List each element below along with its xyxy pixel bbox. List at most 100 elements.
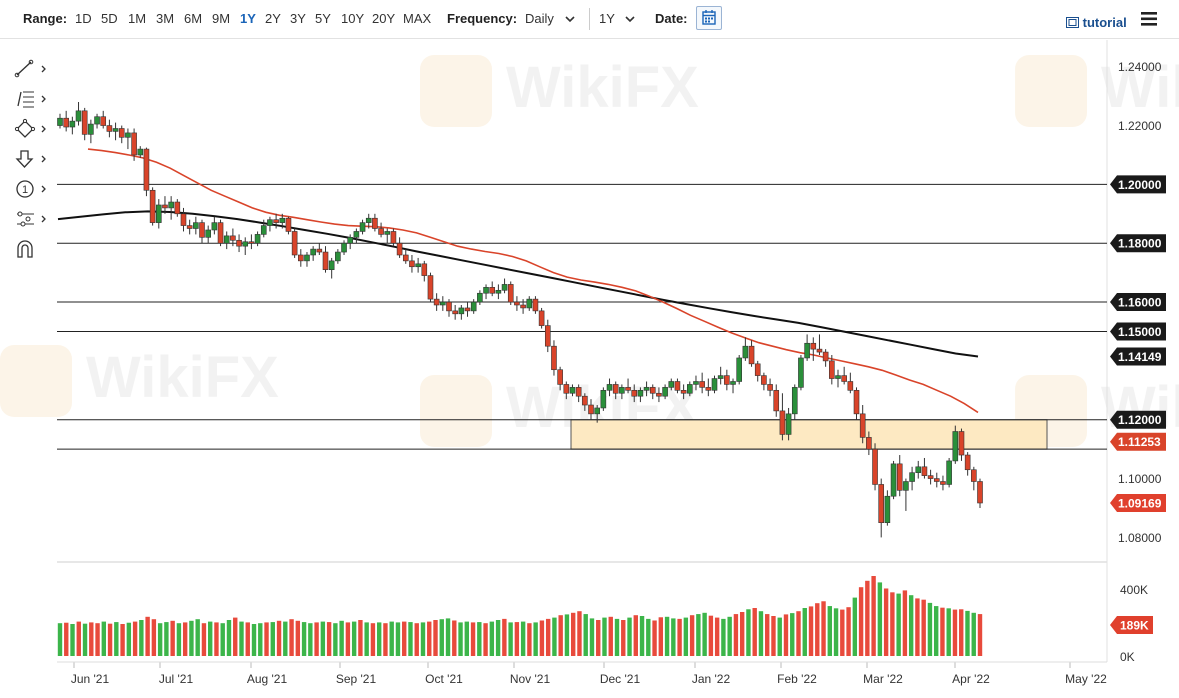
candle-body: [452, 310, 458, 315]
candlestick: [538, 307, 545, 329]
volume-bar: [308, 623, 313, 656]
range-10y-button[interactable]: 10Y: [341, 11, 365, 26]
candle-body: [236, 239, 242, 247]
volume-bar: [132, 621, 138, 656]
magnet-icon: [17, 240, 33, 258]
volume-bar: [858, 587, 864, 656]
volume-bar: [558, 615, 563, 656]
candlestick: [915, 460, 922, 479]
period-select[interactable]: 1Y: [599, 11, 615, 26]
volume-bar: [614, 618, 620, 656]
candlestick: [946, 457, 952, 488]
range-1y-button[interactable]: 1Y: [240, 11, 256, 26]
candlestick: [69, 116, 76, 135]
volume-bar: [502, 618, 507, 656]
shapes-tool[interactable]: [14, 118, 48, 140]
calendar-icon: [702, 10, 716, 25]
chevron-down-icon[interactable]: [625, 16, 635, 23]
volume-bar: [552, 617, 557, 656]
candle-body: [625, 387, 631, 391]
candle-body: [464, 307, 471, 312]
fib-tool[interactable]: [14, 88, 48, 110]
y-tick-label: 1.24000: [1118, 60, 1162, 74]
range-20y-button[interactable]: 20Y: [372, 11, 396, 26]
range-2y-button[interactable]: 2Y: [265, 11, 281, 26]
range-max-button[interactable]: MAX: [403, 11, 432, 26]
volume-bar: [570, 612, 576, 656]
candle-body: [748, 345, 755, 365]
candle-body: [495, 289, 502, 294]
candle-body: [149, 189, 156, 223]
range-1m-button[interactable]: 1M: [128, 11, 147, 26]
candlestick: [199, 219, 205, 244]
candle-body: [427, 275, 434, 300]
range-1d-button[interactable]: 1D: [75, 11, 92, 26]
range-3m-button[interactable]: 3M: [156, 11, 175, 26]
candle-body: [217, 222, 224, 244]
volume-bar: [846, 607, 851, 656]
range-6m-button[interactable]: 6M: [184, 11, 203, 26]
candlestick: [131, 128, 137, 161]
annotation-tool[interactable]: 1: [14, 178, 48, 200]
candlestick: [686, 381, 693, 397]
candlestick: [971, 466, 977, 491]
chevron-down-icon[interactable]: [565, 16, 575, 23]
candlestick: [118, 125, 125, 144]
magnet-tool[interactable]: [14, 238, 48, 260]
pattern-tool[interactable]: [14, 208, 48, 230]
date-picker-button[interactable]: [696, 6, 722, 30]
date-label: Date:: [655, 11, 688, 26]
candle-body: [112, 128, 119, 132]
candlestick: [909, 466, 915, 491]
candle-body: [958, 431, 965, 456]
watermark: WikiFX: [1015, 55, 1179, 127]
candle-body: [859, 413, 866, 438]
line-tool[interactable]: [14, 58, 48, 80]
candlestick: [316, 243, 323, 255]
frequency-select[interactable]: Daily: [525, 11, 554, 26]
candle-body: [230, 235, 236, 241]
volume-bar: [671, 618, 676, 656]
svg-text:1: 1: [22, 184, 28, 196]
candlestick: [588, 399, 594, 420]
candlestick: [125, 128, 131, 150]
candle-body: [551, 345, 557, 371]
volume-bar: [940, 607, 945, 656]
range-5y-button[interactable]: 5Y: [315, 11, 331, 26]
candlestick: [137, 146, 144, 158]
volume-bar: [802, 608, 807, 656]
x-tick-label: Aug '21: [247, 672, 288, 686]
range-9m-button[interactable]: 9M: [212, 11, 231, 26]
candlestick: [100, 110, 107, 129]
candle-body: [878, 484, 885, 523]
y-tick-label: 1.09169: [1118, 497, 1162, 511]
candle-body: [761, 375, 767, 385]
volume-bar: [70, 624, 75, 656]
hamburger-menu-icon[interactable]: [1141, 12, 1157, 26]
candlestick: [921, 457, 928, 479]
candlestick: [785, 407, 792, 441]
range-5d-button[interactable]: 5D: [101, 11, 118, 26]
volume-bar: [533, 622, 538, 656]
candlestick: [477, 290, 483, 305]
candle-body: [822, 351, 829, 362]
candle-body: [656, 392, 662, 397]
ma-slow-line: [57, 210, 979, 358]
candlestick: [236, 234, 242, 253]
candle-body: [421, 263, 428, 276]
candle-body: [372, 217, 378, 229]
candle-body: [977, 481, 983, 504]
x-tick-label: Jul '21: [159, 672, 194, 686]
volume-bar: [577, 611, 582, 656]
volume-bar: [295, 620, 301, 656]
volume-bar: [933, 606, 939, 656]
tutorial-link[interactable]: tutorial: [1066, 15, 1127, 30]
volume-bar: [333, 623, 338, 656]
candlestick: [359, 219, 366, 235]
volume-bar: [489, 621, 495, 656]
tutorial-label: tutorial: [1082, 15, 1127, 30]
range-3y-button[interactable]: 3Y: [290, 11, 306, 26]
volume-bar: [564, 614, 570, 656]
arrow-tool[interactable]: [14, 148, 48, 170]
volume-bar: [226, 620, 232, 656]
